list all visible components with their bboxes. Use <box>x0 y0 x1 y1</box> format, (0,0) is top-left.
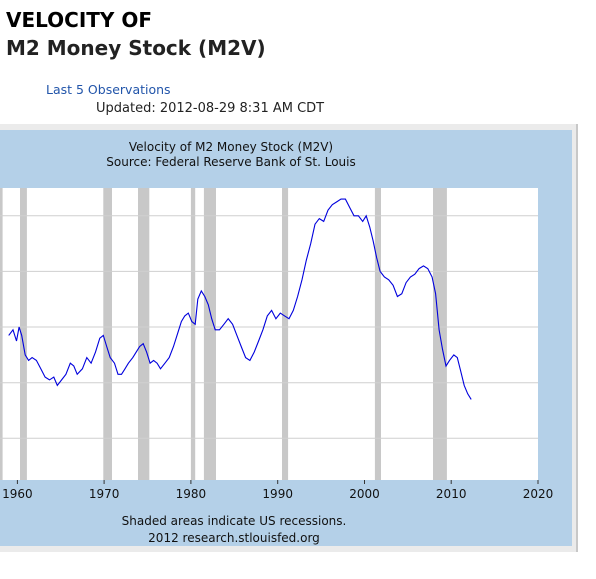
x-axis-ticks: 1960 1970 1980 1990 2000 2010 2020 <box>2 480 553 501</box>
x-tick-label: 2020 <box>523 487 554 501</box>
recession-bar <box>103 188 112 480</box>
x-tick-label: 1990 <box>262 487 293 501</box>
x-tick-label: 2000 <box>349 487 380 501</box>
recession-note: Shaded areas indicate US recessions. <box>122 514 347 528</box>
last-observations-link[interactable]: Last 5 Observations <box>46 82 171 97</box>
series-line-m2v <box>8 198 472 400</box>
gridlines <box>0 215 538 439</box>
page-title-line2: M2 Money Stock (M2V) <box>6 36 266 60</box>
updated-timestamp: Updated: 2012-08-29 8:31 AM CDT <box>96 101 325 116</box>
x-tick-label: 1970 <box>89 487 120 501</box>
x-tick-label: 1980 <box>176 487 207 501</box>
source-note: 2012 research.stlouisfed.org <box>148 531 320 545</box>
chart: Velocity of M2 Money Stock (M2V) Source:… <box>0 130 572 546</box>
graph-frame: Velocity of M2 Money Stock (M2V) Source:… <box>0 124 578 552</box>
page-title-line1: VELOCITY OF <box>6 8 153 32</box>
recession-bar <box>138 188 150 480</box>
recession-bars <box>0 188 447 480</box>
recession-bar <box>282 188 289 480</box>
recession-bar <box>0 188 3 480</box>
chart-subtitle: Source: Federal Reserve Bank of St. Loui… <box>106 155 355 169</box>
recession-bar <box>203 188 216 480</box>
recession-bar <box>374 188 381 480</box>
plot-area <box>0 188 538 480</box>
recession-bar <box>190 188 196 480</box>
x-tick-label: 1960 <box>2 487 33 501</box>
recession-bar <box>20 188 27 480</box>
chart-title: Velocity of M2 Money Stock (M2V) <box>129 140 333 154</box>
x-tick-label: 2010 <box>436 487 467 501</box>
